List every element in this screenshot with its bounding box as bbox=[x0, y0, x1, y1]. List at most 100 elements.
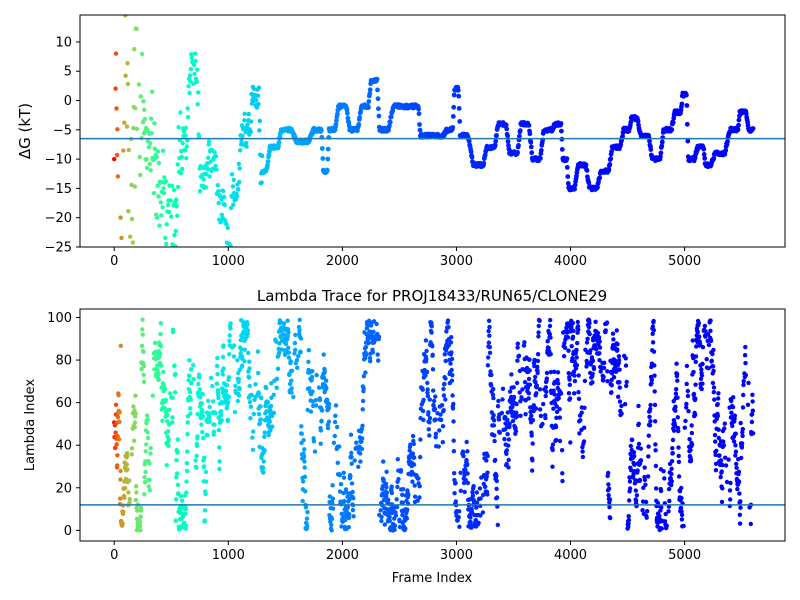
lambda-point bbox=[184, 460, 189, 466]
x-tick-label: 5000 bbox=[668, 254, 701, 269]
lambda-point bbox=[719, 499, 725, 505]
lambda-point bbox=[299, 424, 304, 429]
lambda-point bbox=[227, 352, 232, 357]
lambda-point bbox=[476, 520, 481, 525]
lambda-point bbox=[292, 340, 298, 346]
delta-g-point bbox=[160, 205, 165, 210]
lambda-point bbox=[465, 480, 471, 486]
lambda-point bbox=[375, 352, 380, 357]
lambda-point bbox=[566, 348, 571, 353]
y-tick-label: 60 bbox=[55, 396, 72, 411]
lambda-point bbox=[669, 459, 675, 464]
lambda-point bbox=[220, 372, 225, 377]
delta-g-point bbox=[583, 162, 589, 168]
lambda-point bbox=[191, 376, 196, 382]
delta-g-point bbox=[185, 106, 190, 111]
lambda-point bbox=[337, 473, 343, 478]
lambda-point bbox=[617, 399, 623, 404]
lambda-point bbox=[147, 488, 152, 493]
x-tick-label: 3000 bbox=[440, 548, 473, 563]
lambda-point bbox=[500, 397, 505, 402]
lambda-point bbox=[645, 474, 651, 479]
lambda-point bbox=[170, 329, 176, 335]
delta-g-point bbox=[178, 110, 183, 115]
lambda-point bbox=[681, 523, 686, 529]
lambda-point bbox=[632, 453, 637, 459]
delta-g-point bbox=[679, 101, 685, 107]
lambda-point bbox=[582, 405, 587, 410]
lambda-point bbox=[163, 406, 168, 412]
lambda-point bbox=[397, 524, 403, 530]
lambda-point bbox=[658, 488, 664, 494]
lambda-point bbox=[576, 396, 582, 401]
lambda-point bbox=[548, 317, 553, 323]
lambda-point bbox=[124, 462, 129, 467]
delta-g-point bbox=[194, 79, 199, 85]
lambda-point bbox=[142, 480, 148, 485]
lambda-point bbox=[477, 486, 483, 491]
lambda-point bbox=[750, 399, 755, 404]
lambda-point bbox=[366, 341, 371, 346]
delta-g-point bbox=[255, 93, 261, 98]
lambda-point bbox=[568, 440, 573, 445]
lambda-point bbox=[216, 395, 221, 401]
lambda-point bbox=[200, 391, 205, 397]
lambda-point bbox=[446, 343, 451, 348]
lambda-point bbox=[712, 432, 718, 438]
lambda-point bbox=[543, 385, 549, 390]
lambda-point bbox=[452, 491, 457, 496]
delta-g-point bbox=[191, 62, 197, 68]
lambda-point bbox=[264, 385, 269, 391]
lambda-point bbox=[614, 328, 619, 333]
lambda-point bbox=[679, 485, 684, 491]
delta-g-point bbox=[213, 154, 219, 159]
delta-g-point bbox=[559, 128, 564, 134]
lambda-point bbox=[741, 382, 746, 388]
lambda-point bbox=[227, 338, 232, 344]
lambda-point bbox=[425, 387, 430, 392]
lambda-point bbox=[580, 454, 586, 460]
lambda-point bbox=[451, 438, 456, 443]
delta-g-point bbox=[195, 102, 200, 107]
lambda-point bbox=[242, 347, 247, 352]
lambda-point bbox=[139, 343, 145, 349]
delta-g-point bbox=[494, 133, 499, 138]
delta-g-point bbox=[154, 215, 160, 220]
lambda-point bbox=[331, 440, 337, 445]
lambda-point bbox=[626, 514, 631, 519]
lambda-point bbox=[127, 496, 132, 502]
lambda-point bbox=[728, 497, 733, 502]
lambda-point bbox=[470, 490, 475, 495]
delta-g-point bbox=[176, 125, 181, 130]
lambda-point bbox=[555, 370, 561, 375]
lambda-point bbox=[138, 528, 143, 533]
lambda-point bbox=[606, 493, 611, 498]
lambda-point bbox=[217, 466, 222, 472]
delta-g-point bbox=[659, 143, 665, 149]
lambda-point bbox=[648, 402, 653, 408]
lambda-point bbox=[530, 468, 535, 473]
lambda-point bbox=[301, 453, 307, 459]
lambda-point bbox=[123, 485, 128, 491]
lambda-point bbox=[699, 367, 704, 372]
lambda-point bbox=[588, 348, 593, 353]
lambda-point bbox=[653, 419, 658, 424]
lambda-point bbox=[183, 506, 189, 511]
lambda-point bbox=[615, 347, 620, 352]
lambda-point bbox=[164, 463, 169, 468]
lambda-point bbox=[616, 394, 621, 399]
lambda-point bbox=[319, 418, 324, 423]
lambda-point bbox=[515, 341, 520, 346]
lambda-point bbox=[547, 332, 552, 337]
lambda-point bbox=[121, 509, 126, 514]
delta-g-point bbox=[376, 113, 382, 119]
lambda-point bbox=[679, 512, 685, 518]
lambda-point bbox=[530, 458, 535, 463]
lambda-point bbox=[548, 335, 553, 340]
lambda-point bbox=[189, 381, 194, 386]
delta-g-point bbox=[246, 111, 251, 117]
lambda-point bbox=[651, 349, 657, 354]
lambda-point bbox=[582, 425, 587, 430]
delta-g-point bbox=[206, 139, 212, 144]
